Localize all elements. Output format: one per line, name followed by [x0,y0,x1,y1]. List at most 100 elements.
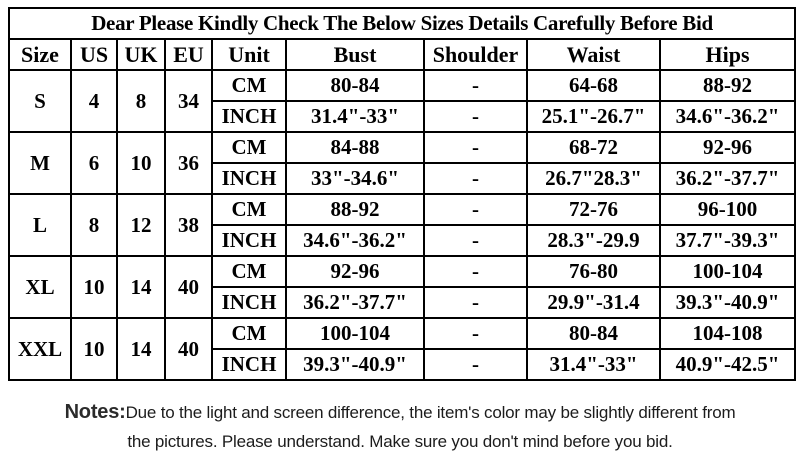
col-header-hips: Hips [658,38,797,71]
uk-cell: 14 [116,255,166,319]
bust-inch-cell: 31.4"-33" [285,100,425,133]
unit-inch-cell: INCH [211,224,287,257]
col-header-shoulder: Shoulder [423,38,528,71]
shoulder-inch-cell: - [423,224,528,257]
shoulder-cm-cell: - [423,193,528,226]
notes-text-line1: Due to the light and screen difference, … [125,403,736,422]
col-header-us: US [70,38,118,71]
table-row-xxl-inch: INCH 39.3"-40.9" - 31.4"-33" 40.9"-42.5" [9,348,797,381]
table-row-m-cm: M 6 10 36 CM 84-88 - 68-72 92-96 [8,131,797,195]
bust-cm-cell: 80-84 [285,69,425,102]
col-header-bust: Bust [285,38,425,71]
notes-text-line2: the pictures. Please understand. Make su… [127,432,673,451]
uk-cell: 12 [116,193,166,257]
table-row-xxl-cm: XXL 10 14 40 CM 100-104 - 80-84 104-108 [8,317,797,381]
unit-inch-cell: INCH [211,286,287,319]
eu-cell: 40 [164,255,213,319]
size-cell: M [8,131,72,195]
uk-cell: 10 [116,131,166,195]
header-row: Size US UK EU Unit Bust Shoulder Waist H… [8,38,797,71]
waist-cm-cell: 80-84 [526,317,661,350]
hips-inch-cell: 34.6"-36.2" [658,100,797,133]
notes-line-2: the pictures. Please understand. Make su… [0,427,800,453]
table-row-m-inch: INCH 33"-34.6" - 26.7"28.3" 36.2"-37.7" [9,162,797,195]
unit-inch-cell: INCH [211,100,287,133]
hips-cm-cell: 100-104 [658,255,797,288]
shoulder-cm-cell: - [423,131,528,164]
waist-cm-cell: 64-68 [526,69,661,102]
chart-title: Dear Please Kindly Check The Below Sizes… [7,7,797,40]
eu-cell: 38 [164,193,213,257]
table-row-s-inch: INCH 31.4"-33" - 25.1"-26.7" 34.6"-36.2" [9,100,797,133]
uk-cell: 8 [116,69,166,133]
size-chart-table: Dear Please Kindly Check The Below Sizes… [7,7,797,381]
waist-inch-cell: 28.3"-29.9 [526,224,661,257]
bust-inch-cell: 36.2"-37.7" [285,286,425,319]
bust-cm-cell: 100-104 [285,317,425,350]
waist-cm-cell: 72-76 [526,193,661,226]
col-header-eu: EU [164,38,213,71]
table-row-l-inch: INCH 34.6"-36.2" - 28.3"-29.9 37.7"-39.3… [9,224,797,257]
unit-cm-cell: CM [211,193,287,226]
hips-cm-cell: 92-96 [658,131,797,164]
unit-cm-cell: CM [211,131,287,164]
hips-cm-cell: 88-92 [658,69,797,102]
bust-inch-cell: 39.3"-40.9" [285,348,425,381]
hips-inch-cell: 40.9"-42.5" [658,348,797,381]
shoulder-inch-cell: - [423,286,528,319]
table-row-s-cm: S 4 8 34 CM 80-84 - 64-68 88-92 [8,69,797,133]
notes-label: Notes: [64,401,126,423]
uk-cell: 14 [116,317,166,381]
table-row-xl-cm: XL 10 14 40 CM 92-96 - 76-80 100-104 [8,255,797,319]
notes-line-1: Notes:Due to the light and screen differ… [0,398,800,427]
unit-cm-cell: CM [211,69,287,102]
hips-cm-cell: 104-108 [658,317,797,350]
us-cell: 10 [70,255,118,319]
eu-cell: 34 [164,69,213,133]
bust-cm-cell: 92-96 [285,255,425,288]
size-cell: XXL [8,317,72,381]
size-cell: L [8,193,72,257]
col-header-uk: UK [116,38,166,71]
col-header-unit: Unit [211,38,287,71]
waist-inch-cell: 29.9"-31.4 [526,286,661,319]
waist-inch-cell: 26.7"28.3" [526,162,661,195]
hips-inch-cell: 36.2"-37.7" [658,162,797,195]
bust-inch-cell: 33"-34.6" [285,162,425,195]
shoulder-cm-cell: - [423,317,528,350]
us-cell: 10 [70,317,118,381]
us-cell: 6 [70,131,118,195]
unit-inch-cell: INCH [211,162,287,195]
waist-inch-cell: 25.1"-26.7" [526,100,661,133]
title-row: Dear Please Kindly Check The Below Sizes… [7,7,797,40]
shoulder-inch-cell: - [423,162,528,195]
waist-inch-cell: 31.4"-33" [526,348,661,381]
eu-cell: 40 [164,317,213,381]
col-header-size: Size [8,38,72,71]
shoulder-cm-cell: - [423,69,528,102]
table-row-l-cm: L 8 12 38 CM 88-92 - 72-76 96-100 [8,193,797,257]
waist-cm-cell: 68-72 [526,131,661,164]
shoulder-inch-cell: - [423,100,528,133]
col-header-waist: Waist [526,38,661,71]
table-row-xl-inch: INCH 36.2"-37.7" - 29.9"-31.4 39.3"-40.9… [9,286,797,319]
bust-inch-cell: 34.6"-36.2" [285,224,425,257]
hips-inch-cell: 37.7"-39.3" [658,224,797,257]
shoulder-inch-cell: - [423,348,528,381]
shoulder-cm-cell: - [423,255,528,288]
bust-cm-cell: 84-88 [285,131,425,164]
waist-cm-cell: 76-80 [526,255,661,288]
size-cell: S [8,69,72,133]
hips-inch-cell: 39.3"-40.9" [658,286,797,319]
eu-cell: 36 [164,131,213,195]
us-cell: 8 [70,193,118,257]
unit-cm-cell: CM [211,255,287,288]
us-cell: 4 [70,69,118,133]
hips-cm-cell: 96-100 [658,193,797,226]
bust-cm-cell: 88-92 [285,193,425,226]
notes-paragraph: Notes:Due to the light and screen differ… [0,398,800,453]
size-cell: XL [8,255,72,319]
unit-cm-cell: CM [211,317,287,350]
unit-inch-cell: INCH [211,348,287,381]
